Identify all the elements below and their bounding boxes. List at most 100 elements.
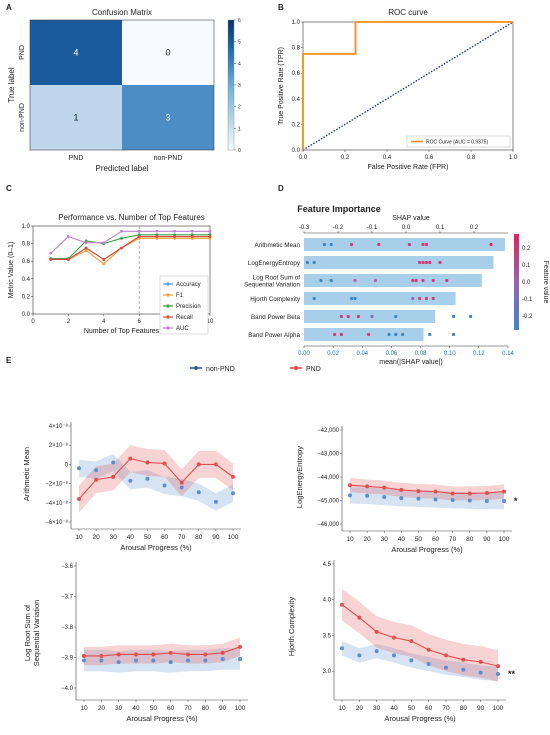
- shap-tick-label: 0.0: [402, 225, 411, 231]
- performance-legend-label: AUC: [176, 326, 189, 332]
- trajectory-y-tick-label: −3.6: [61, 564, 74, 570]
- trajectory-x-label: Arousal Progress (%): [120, 543, 192, 552]
- shap-point: [428, 260, 432, 265]
- performance-point: [208, 235, 212, 238]
- performance-point: [120, 236, 123, 240]
- performance-point: [102, 258, 106, 261]
- panel-letter-b: B: [278, 3, 284, 12]
- trajectory-point-non-pnd: [478, 670, 483, 675]
- trajectory-y-tick-label: 4.5: [323, 562, 332, 568]
- performance-legend-label: F1: [176, 293, 184, 299]
- trajectory-band-pnd: [79, 445, 233, 513]
- trajectory-y-tick-label: −6×10⁻⁸: [45, 519, 68, 526]
- performance-line-auc: [50, 230, 210, 254]
- trajectory-x-tick-label: 20: [98, 705, 106, 712]
- trajectory-point-non-pnd: [179, 485, 184, 490]
- performance-legend-marker: [166, 315, 170, 319]
- trajectory-x-tick-label: 70: [442, 705, 450, 712]
- trajectory-point-non-pnd: [128, 478, 133, 483]
- importance-tick-label: 0.10: [444, 351, 456, 357]
- performance-y-tick-label: 0.6: [22, 259, 31, 265]
- performance-x-tick-label: 6: [138, 319, 142, 325]
- trajectory-point-non-pnd: [502, 498, 506, 503]
- matrix-cell-value: 4: [73, 48, 78, 58]
- performance-line-precision: [50, 234, 210, 260]
- roc-chance-line: [302, 21, 514, 151]
- shap-point: [424, 296, 428, 301]
- trajectory-point-pnd: [450, 491, 455, 496]
- performance-line-f1: [50, 237, 210, 265]
- trajectory-band-pnd: [84, 637, 240, 666]
- significance-marker: **: [508, 669, 516, 679]
- trajectory-y-tick-label: 2×10⁻⁸: [49, 442, 69, 449]
- matrix-cell-value: 1: [73, 113, 78, 123]
- trajectory-x-tick-label: 90: [219, 705, 227, 712]
- performance-legend-label: Precision: [176, 304, 201, 310]
- confusion-colorbar: [227, 19, 235, 151]
- importance-bar: [304, 292, 456, 305]
- trajectory-point-non-pnd: [238, 657, 242, 662]
- trajectory-x-tick-label: 60: [161, 534, 169, 541]
- matrix-frame: [29, 19, 215, 151]
- trajectory-x-tick-label: 90: [477, 705, 485, 712]
- trajectory-x-tick-label: 100: [493, 705, 504, 712]
- roc-x-label: False Positive Rate (FPR): [368, 164, 449, 171]
- roc-y-label: True Positive Rate (TPR): [278, 47, 285, 125]
- trajectory-y-label-line: Sequential Variation: [32, 600, 41, 667]
- trajectory-x-tick-label: 100: [235, 705, 246, 712]
- performance-point: [102, 241, 106, 245]
- trajectory-legend-label: non-PND: [206, 366, 235, 373]
- matrix-cell: [122, 85, 214, 150]
- trajectory-point-non-pnd: [82, 658, 86, 663]
- performance-point: [173, 229, 177, 233]
- trajectory-point-pnd: [220, 650, 225, 655]
- trajectory-point-non-pnd: [496, 672, 500, 676]
- matrix-cell: [30, 20, 122, 85]
- feature-label: Arithmetic Mean: [255, 242, 301, 249]
- trajectory-x-tick-label: 10: [338, 705, 346, 712]
- trajectory-y-tick-label: 3.5: [323, 633, 332, 639]
- roc-x-tick-label: 0.8: [467, 155, 476, 161]
- shap-point: [329, 242, 333, 247]
- colorbar-tick-label: 3: [238, 83, 241, 89]
- trajectory-point-pnd: [467, 491, 472, 496]
- trajectory-point-non-pnd: [111, 460, 116, 465]
- trajectory-y-tick-label: −44,000: [317, 475, 340, 481]
- performance-point: [137, 235, 141, 238]
- trajectory-y-tick-label: −46,000: [317, 522, 340, 528]
- trajectory-line-pnd: [349, 484, 505, 495]
- shap-point: [431, 278, 435, 283]
- shap-point: [370, 314, 374, 319]
- shap-point: [445, 278, 449, 283]
- trajectory-y-tick-label: −3.7: [61, 595, 74, 601]
- trajectory-point-non-pnd: [426, 662, 431, 666]
- trajectory-point-non-pnd: [467, 498, 472, 503]
- trajectory-x-tick-label: 70: [184, 705, 192, 712]
- trajectory-point-pnd: [392, 635, 396, 640]
- trajectory-point-non-pnd: [382, 494, 387, 499]
- trajectory-y-label: Arithmetic Mean: [22, 447, 31, 501]
- matrix-x-label: Predicted label: [96, 164, 149, 173]
- roc-y-tick-label: 0.8: [292, 46, 301, 52]
- performance-legend-label: Accuracy: [176, 282, 201, 288]
- trajectory-point-non-pnd: [196, 490, 201, 495]
- trajectory-x-tick-label: 80: [195, 534, 203, 541]
- trajectory-point-non-pnd: [484, 498, 489, 503]
- shap-colorbar-tick-label: 0.2: [522, 246, 531, 252]
- shap-point: [353, 296, 357, 301]
- importance-bar: [304, 328, 424, 341]
- trajectory-line-pnd: [341, 604, 499, 667]
- colorbar-tick-label: 5: [238, 40, 241, 46]
- importance-axis-label: mean(|SHAP value|): [379, 359, 442, 366]
- roc-curve: [302, 21, 513, 150]
- roc-y-tick-label: 0.4: [292, 97, 301, 103]
- performance-y-tick-label: 1.0: [22, 224, 31, 230]
- performance-x-tick-label: 0: [31, 319, 35, 325]
- trajectory-x-tick-label: 80: [466, 536, 474, 543]
- trajectory-point-non-pnd: [77, 466, 81, 471]
- trajectory-x-tick-label: 70: [178, 534, 186, 541]
- roc-y-tick-label: 1.0: [292, 20, 301, 26]
- roc-x-tick-label: 0.4: [383, 155, 392, 161]
- panel-letter-a: A: [6, 3, 12, 12]
- trajectory-point-pnd: [94, 477, 99, 482]
